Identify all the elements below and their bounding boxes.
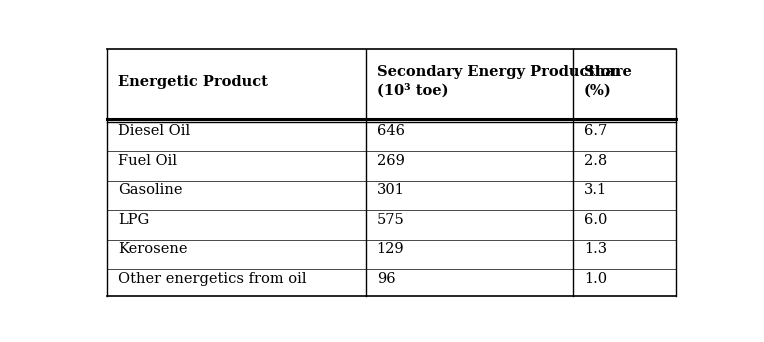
Text: 2.8: 2.8 (584, 154, 607, 168)
Text: 96: 96 (377, 272, 395, 286)
Text: 575: 575 (377, 212, 404, 226)
Text: 6.7: 6.7 (584, 124, 607, 138)
Text: 646: 646 (377, 124, 405, 138)
Text: Share
(%): Share (%) (584, 65, 632, 98)
Text: 129: 129 (377, 242, 404, 256)
Text: 6.0: 6.0 (584, 212, 607, 226)
Text: Diesel Oil: Diesel Oil (118, 124, 190, 138)
Text: Gasoline: Gasoline (118, 183, 183, 197)
Text: LPG: LPG (118, 212, 149, 226)
Text: Secondary Energy Production
(10³ toe): Secondary Energy Production (10³ toe) (377, 65, 621, 98)
Text: 301: 301 (377, 183, 404, 197)
Text: 1.0: 1.0 (584, 272, 607, 286)
Text: 269: 269 (377, 154, 404, 168)
Text: 3.1: 3.1 (584, 183, 607, 197)
Text: 1.3: 1.3 (584, 242, 607, 256)
Text: Fuel Oil: Fuel Oil (118, 154, 177, 168)
Text: Kerosene: Kerosene (118, 242, 187, 256)
Text: Energetic Product: Energetic Product (118, 75, 268, 89)
Text: Other energetics from oil: Other energetics from oil (118, 272, 306, 286)
